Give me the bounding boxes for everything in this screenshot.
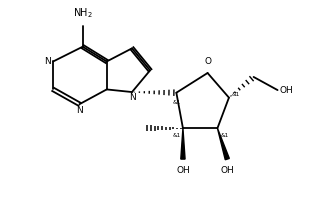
Polygon shape [217, 128, 229, 160]
Text: &1: &1 [220, 133, 229, 138]
Text: &1: &1 [232, 92, 240, 97]
Text: OH: OH [176, 166, 190, 175]
Text: &1: &1 [173, 100, 181, 105]
Text: N: N [44, 57, 51, 66]
Text: N: N [129, 93, 136, 102]
Text: N: N [76, 106, 83, 115]
Polygon shape [181, 128, 185, 159]
Text: &1: &1 [173, 133, 181, 138]
Text: OH: OH [279, 86, 293, 95]
Text: OH: OH [220, 166, 234, 175]
Text: NH$_2$: NH$_2$ [73, 7, 93, 20]
Text: O: O [204, 57, 211, 66]
